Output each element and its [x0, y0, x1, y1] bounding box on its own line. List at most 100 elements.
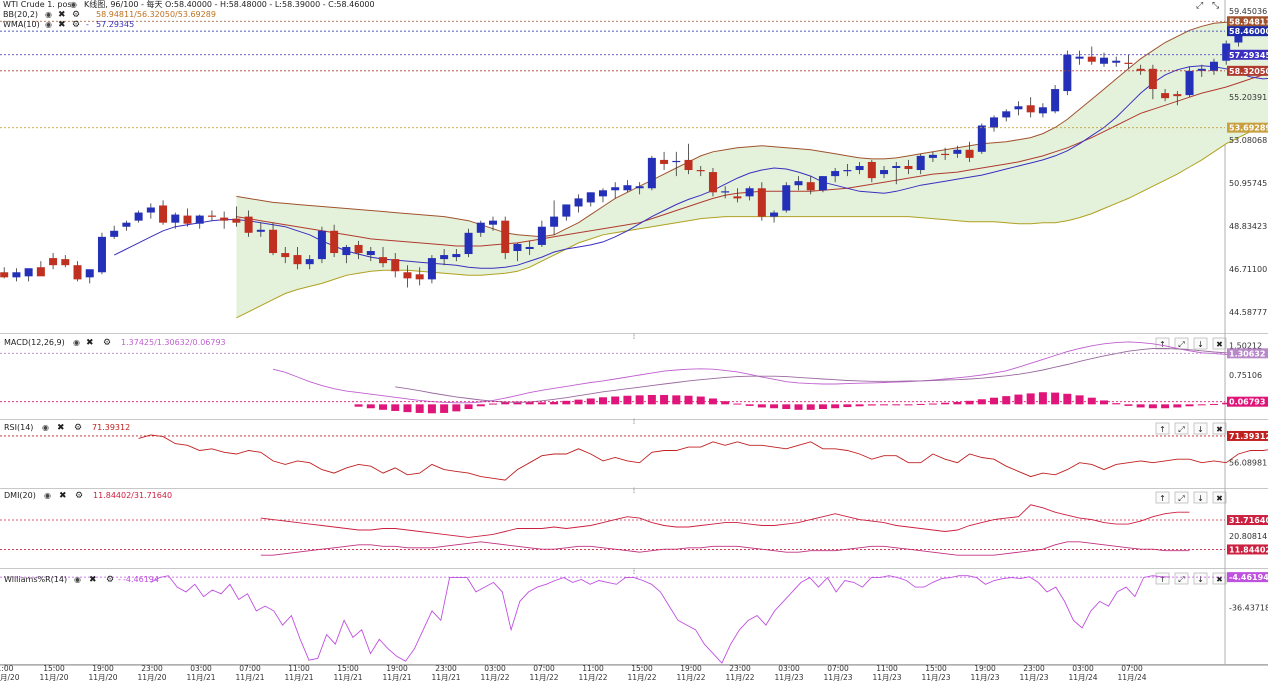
candle-body[interactable] — [464, 232, 473, 255]
rsi-up-arrow-icon[interactable]: ↑ — [1159, 425, 1166, 434]
williams-gear-icon[interactable]: ⚙ — [106, 575, 114, 585]
candle-body[interactable] — [574, 198, 583, 207]
candle-body[interactable] — [354, 244, 363, 254]
candle-body[interactable] — [293, 255, 302, 265]
macd-close-icon[interactable]: ✖ — [1216, 340, 1223, 349]
candle-body[interactable] — [1075, 56, 1084, 59]
candle-body[interactable] — [403, 272, 412, 279]
candle-body[interactable] — [635, 186, 644, 189]
candle-body[interactable] — [1002, 111, 1011, 118]
candle-body[interactable] — [501, 220, 510, 254]
candle-body[interactable] — [880, 170, 889, 175]
candle-body[interactable] — [207, 215, 216, 217]
dmi-close-icon-box[interactable] — [1212, 491, 1227, 504]
dmi-expand-icon-box[interactable] — [1174, 491, 1189, 504]
macd-up-arrow-icon-box[interactable] — [1155, 337, 1170, 350]
candle-body[interactable] — [427, 258, 436, 280]
candle-body[interactable] — [73, 265, 82, 280]
candle-body[interactable] — [134, 212, 143, 221]
candle-body[interactable] — [317, 230, 326, 260]
candle-body[interactable] — [990, 117, 999, 128]
candle-body[interactable] — [244, 216, 253, 233]
candle-body[interactable] — [831, 171, 840, 177]
rsi-resize-grip-icon[interactable]: ⁞ — [633, 417, 636, 426]
candle-body[interactable] — [195, 215, 204, 224]
williams-up-arrow-icon[interactable]: ↑ — [1159, 575, 1166, 584]
candle-body[interactable] — [330, 230, 339, 254]
candle-body[interactable] — [97, 236, 106, 273]
candle-body[interactable] — [611, 187, 620, 191]
candle-body[interactable] — [183, 215, 192, 224]
bb-close-icon[interactable]: ✖ — [58, 10, 66, 20]
rsi-close-icon[interactable]: ✖ — [57, 423, 65, 433]
candle-body[interactable] — [965, 149, 974, 158]
candle-body[interactable] — [794, 181, 803, 186]
candle-body[interactable] — [391, 259, 400, 272]
macd-resize-grip-icon[interactable]: ⁞ — [633, 332, 636, 341]
dmi-down-arrow-icon-box[interactable] — [1193, 491, 1208, 504]
candle-body[interactable] — [708, 172, 717, 193]
rsi-gear-icon[interactable]: ⚙ — [74, 423, 82, 433]
candle-body[interactable] — [1014, 106, 1023, 110]
candle-body[interactable] — [1148, 68, 1157, 90]
price-collapse-icon[interactable]: ⤡ — [1212, 1, 1219, 11]
candle-body[interactable] — [440, 255, 449, 260]
candle-body[interactable] — [586, 192, 595, 203]
candle-body[interactable] — [550, 216, 559, 227]
candle-body[interactable] — [733, 196, 742, 199]
candle-body[interactable] — [366, 251, 375, 256]
bb-gear-icon[interactable]: ⚙ — [72, 10, 80, 20]
candle-body[interactable] — [379, 257, 388, 264]
candle-body[interactable] — [672, 160, 681, 163]
candle-body[interactable] — [1234, 31, 1243, 43]
candle-body[interactable] — [12, 272, 21, 278]
rsi-close-icon-box[interactable] — [1212, 422, 1227, 435]
candle-body[interactable] — [1197, 68, 1206, 71]
candle-body[interactable] — [855, 165, 864, 171]
dmi-eye-icon[interactable]: ◉ — [44, 491, 51, 500]
candle-body[interactable] — [256, 229, 265, 232]
candle-body[interactable] — [342, 246, 351, 256]
candle-body[interactable] — [1161, 93, 1170, 99]
macd-close-icon[interactable]: ✖ — [86, 338, 94, 348]
candle-body[interactable] — [415, 274, 424, 280]
eye-icon[interactable]: ◉ — [70, 0, 77, 9]
candle-body[interactable] — [1124, 62, 1133, 64]
candle-body[interactable] — [61, 259, 70, 266]
rsi-expand-icon[interactable]: ⤢ — [1177, 425, 1184, 434]
candle-body[interactable] — [24, 268, 33, 277]
candle-body[interactable] — [843, 170, 852, 172]
rsi-down-arrow-icon[interactable]: ↓ — [1197, 425, 1204, 434]
candle-body[interactable] — [537, 226, 546, 245]
candle-body[interactable] — [770, 212, 779, 217]
candle-body[interactable] — [36, 267, 45, 277]
williams-expand-icon[interactable]: ⤢ — [1177, 575, 1184, 584]
candle-body[interactable] — [1222, 43, 1231, 61]
williams-close-icon[interactable]: ✖ — [89, 575, 97, 585]
candle-body[interactable] — [660, 159, 669, 164]
candle-body[interactable] — [745, 188, 754, 197]
candle-body[interactable] — [904, 165, 913, 170]
macd-down-arrow-icon-box[interactable] — [1193, 337, 1208, 350]
candle-body[interactable] — [916, 155, 925, 171]
candle-body[interactable] — [941, 153, 950, 156]
dmi-gear-icon[interactable]: ⚙ — [75, 491, 83, 501]
dmi-up-arrow-icon-box[interactable] — [1155, 491, 1170, 504]
candle-body[interactable] — [85, 269, 94, 278]
wma-close-icon[interactable]: ✖ — [58, 20, 66, 30]
williams-close-icon[interactable]: ✖ — [1216, 575, 1223, 584]
dmi-resize-grip-icon[interactable]: ⁞ — [633, 486, 636, 495]
candle-body[interactable] — [476, 222, 485, 233]
dmi-down-arrow-icon[interactable]: ↓ — [1197, 494, 1204, 503]
williams-eye-icon[interactable]: ◉ — [74, 575, 81, 584]
candle-body[interactable] — [928, 154, 937, 158]
williams-down-arrow-icon-box[interactable] — [1193, 572, 1208, 585]
williams-down-arrow-icon[interactable]: ↓ — [1197, 575, 1204, 584]
candle-body[interactable] — [49, 258, 58, 266]
candle-body[interactable] — [696, 170, 705, 172]
candle-body[interactable] — [818, 176, 827, 191]
candle-body[interactable] — [623, 185, 632, 191]
candle-body[interactable] — [562, 204, 571, 217]
candle-body[interactable] — [721, 191, 730, 193]
